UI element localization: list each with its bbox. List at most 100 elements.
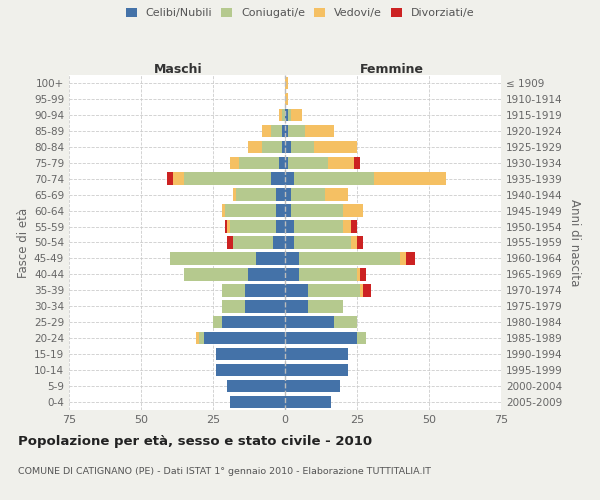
Bar	[360, 284, 363, 296]
Bar	[221, 316, 285, 328]
Bar	[285, 284, 308, 296]
Bar	[236, 188, 277, 201]
Bar	[291, 204, 343, 217]
Bar	[233, 236, 274, 248]
Bar	[277, 204, 285, 217]
Bar	[184, 172, 271, 185]
Bar	[357, 268, 360, 280]
Bar	[291, 108, 302, 121]
Bar	[288, 124, 305, 137]
Bar	[285, 380, 340, 392]
Bar	[285, 332, 357, 344]
Bar	[277, 188, 285, 201]
Bar	[167, 172, 173, 185]
Bar	[285, 140, 291, 153]
Bar	[245, 300, 285, 312]
Bar	[256, 252, 285, 264]
Bar	[299, 252, 400, 264]
Bar	[293, 236, 351, 248]
Bar	[293, 220, 343, 233]
Bar	[285, 268, 299, 280]
Bar	[282, 108, 285, 121]
Bar	[354, 156, 360, 169]
Bar	[285, 172, 293, 185]
Bar	[334, 316, 357, 328]
Bar	[205, 332, 285, 344]
Bar	[216, 364, 285, 376]
Bar	[224, 220, 227, 233]
Bar	[285, 124, 288, 137]
Bar	[248, 268, 285, 280]
Bar	[285, 252, 299, 264]
Text: COMUNE DI CATIGNANO (PE) - Dati ISTAT 1° gennaio 2010 - Elaborazione TUTTITALIA.: COMUNE DI CATIGNANO (PE) - Dati ISTAT 1°…	[18, 468, 431, 476]
Bar	[351, 236, 357, 248]
Bar	[173, 172, 184, 185]
Bar	[221, 204, 224, 217]
Bar	[248, 140, 262, 153]
Bar	[282, 124, 285, 137]
Text: Femmine: Femmine	[359, 63, 424, 76]
Bar	[271, 124, 282, 137]
Bar	[230, 396, 285, 408]
Bar	[170, 252, 256, 264]
Bar	[285, 220, 293, 233]
Bar	[285, 348, 349, 360]
Y-axis label: Anni di nascita: Anni di nascita	[568, 199, 581, 286]
Bar	[227, 380, 285, 392]
Bar	[233, 188, 236, 201]
Bar	[357, 236, 363, 248]
Bar	[314, 140, 357, 153]
Bar	[271, 172, 285, 185]
Bar	[285, 204, 291, 217]
Bar	[285, 92, 288, 105]
Bar	[293, 172, 374, 185]
Bar	[285, 316, 334, 328]
Bar	[288, 156, 328, 169]
Bar	[285, 108, 288, 121]
Text: Maschi: Maschi	[154, 63, 203, 76]
Bar	[279, 156, 285, 169]
Bar	[245, 284, 285, 296]
Bar	[299, 268, 357, 280]
Bar	[227, 220, 230, 233]
Bar	[288, 108, 291, 121]
Y-axis label: Fasce di età: Fasce di età	[17, 208, 30, 278]
Bar	[282, 140, 285, 153]
Bar	[277, 220, 285, 233]
Bar	[184, 268, 248, 280]
Bar	[363, 284, 371, 296]
Bar	[262, 124, 271, 137]
Legend: Celibi/Nubili, Coniugati/e, Vedovi/e, Divorziati/e: Celibi/Nubili, Coniugati/e, Vedovi/e, Di…	[124, 6, 476, 20]
Bar	[308, 300, 343, 312]
Bar	[230, 156, 239, 169]
Bar	[221, 284, 245, 296]
Bar	[274, 236, 285, 248]
Bar	[285, 300, 308, 312]
Bar	[262, 140, 282, 153]
Bar	[279, 108, 282, 121]
Bar	[227, 236, 233, 248]
Bar	[357, 332, 365, 344]
Bar	[291, 140, 314, 153]
Text: Popolazione per età, sesso e stato civile - 2010: Popolazione per età, sesso e stato civil…	[18, 435, 372, 448]
Bar	[291, 188, 325, 201]
Bar	[343, 204, 363, 217]
Bar	[199, 332, 205, 344]
Bar	[213, 316, 221, 328]
Bar	[221, 300, 245, 312]
Bar	[374, 172, 446, 185]
Bar	[285, 188, 291, 201]
Bar	[285, 396, 331, 408]
Bar	[343, 220, 351, 233]
Bar	[196, 332, 199, 344]
Bar	[216, 348, 285, 360]
Bar	[406, 252, 415, 264]
Bar	[230, 220, 277, 233]
Bar	[400, 252, 406, 264]
Bar	[360, 268, 365, 280]
Bar	[325, 188, 349, 201]
Bar	[285, 77, 288, 89]
Bar	[308, 284, 360, 296]
Bar	[328, 156, 354, 169]
Bar	[239, 156, 279, 169]
